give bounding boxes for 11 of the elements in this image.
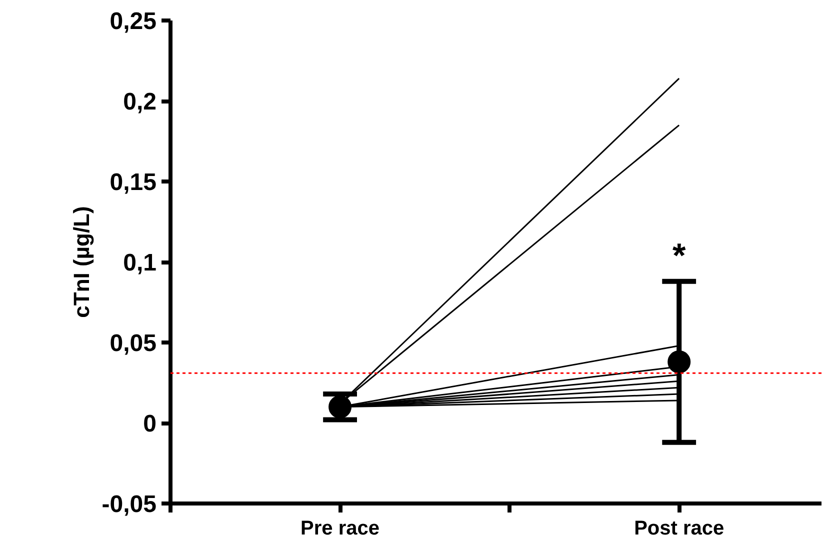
y-tick-label: 0,1 [123,250,157,276]
y-tick-label: -0,05 [102,491,156,518]
y-tick-label: 0,05 [110,330,157,357]
y-tick-label: 0,2 [123,88,157,116]
annotation: * [672,236,686,275]
x-tick-label: Post race [634,518,724,540]
y-tick-label: 0,25 [110,8,157,35]
y-tick-label: 0,15 [110,169,157,196]
y-axis-title: cTnI (µg/L) [68,206,94,318]
x-tick-label: Pre race [300,518,380,540]
y-tick-label: 0 [143,410,157,438]
